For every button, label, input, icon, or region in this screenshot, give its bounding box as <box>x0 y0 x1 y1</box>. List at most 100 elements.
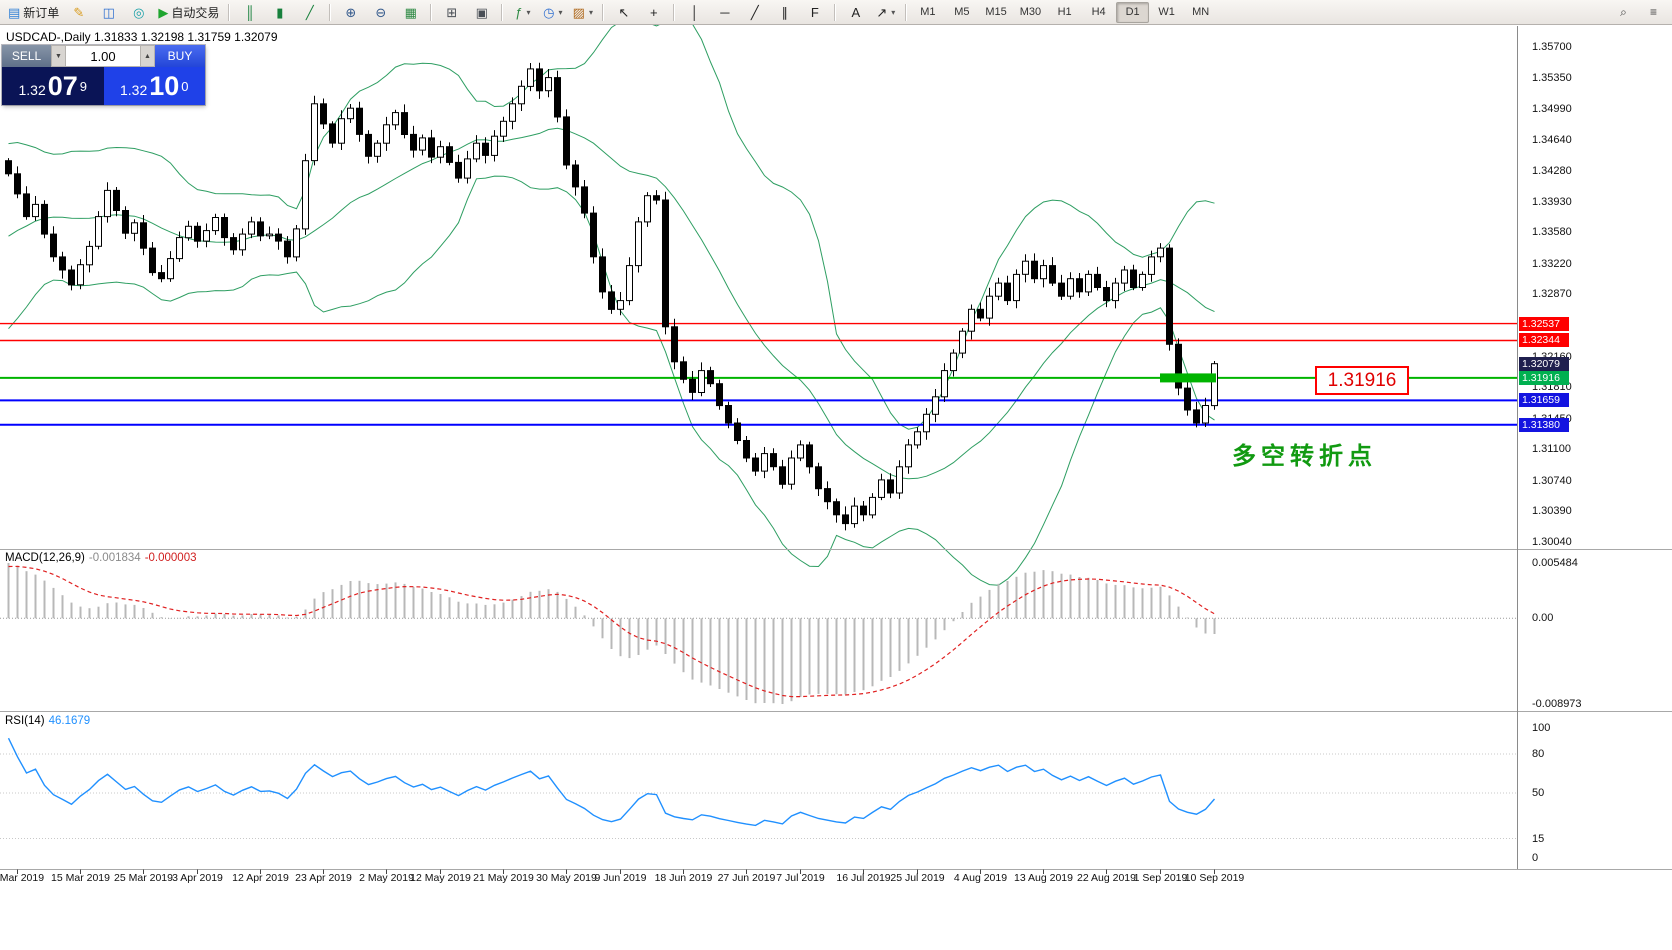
sell-button[interactable]: SELL <box>2 45 51 67</box>
macd-signal-line <box>8 565 1215 698</box>
timeframe-D1[interactable]: D1 <box>1116 1 1150 23</box>
quick-search-button[interactable]: ⌕ <box>1620 4 1627 19</box>
horizontal-line-button[interactable]: ─ <box>710 1 739 24</box>
vertical-line-icon: │ <box>690 4 699 20</box>
crosshair-icon: + <box>650 4 658 20</box>
zoom-in-icon: ⊕ <box>345 4 357 20</box>
strategy-tester-button[interactable]: ◎ <box>124 1 153 24</box>
line-chart-button[interactable]: ╱ <box>295 1 324 24</box>
timeframe-M1[interactable]: M1 <box>920 6 936 18</box>
level-lines[interactable] <box>0 322 1517 426</box>
timeframe-MN[interactable]: MN <box>1192 6 1210 18</box>
toolbar-more-button[interactable]: ≡ <box>1649 5 1657 19</box>
indicators-icon: ƒ <box>515 4 523 20</box>
timeframe-M30[interactable]: M30 <box>1019 6 1042 18</box>
macd-signal-value: -0.000003 <box>144 552 197 564</box>
data-window-button[interactable]: ◫ <box>94 1 123 24</box>
new-order-icon: ▤ <box>8 4 21 20</box>
buy-button[interactable]: BUY <box>155 45 205 67</box>
toolbar-divider <box>329 3 332 21</box>
cursor-button[interactable]: ↖ <box>609 1 638 24</box>
pivot-highlight-segment[interactable] <box>1160 373 1216 383</box>
timeframe-H1[interactable]: H1 <box>1057 6 1072 18</box>
volume-input[interactable] <box>66 45 140 67</box>
equidistant-channel-icon: ∥ <box>781 4 789 20</box>
indicators-button[interactable]: ƒ ▾ <box>508 1 537 24</box>
autotrading-button[interactable]: ▶ 自动交易 <box>154 1 223 24</box>
periods-icon: ◷ <box>543 4 555 20</box>
templates-icon: ▨ <box>572 4 585 20</box>
templates-button[interactable]: ▨ ▾ <box>568 1 597 24</box>
equidistant-channel-button[interactable]: ∥ <box>770 1 799 24</box>
cascade-windows-icon: ▣ <box>475 4 488 20</box>
volume-increase-button[interactable]: ▲ <box>140 45 155 67</box>
toolbar-divider <box>673 3 676 21</box>
grid-button[interactable]: ▦ <box>396 1 425 24</box>
zoom-in-button[interactable]: ⊕ <box>336 1 365 24</box>
rsi-plot <box>0 737 1517 839</box>
sell-price-prefix: 1.32 <box>18 81 46 98</box>
cascade-windows-button[interactable]: ▣ <box>467 1 496 24</box>
timeframe-M5[interactable]: M5 <box>954 6 970 18</box>
zoom-out-button[interactable]: ⊖ <box>366 1 395 24</box>
toolbar-divider <box>834 3 837 21</box>
indicators-caret-icon[interactable]: ▾ <box>526 7 531 17</box>
arrow-objects-caret-icon[interactable]: ▾ <box>891 7 896 17</box>
rsi-value: 46.1679 <box>48 715 91 727</box>
candlestick-chart-icon: ▮ <box>276 4 284 20</box>
timeframe-M15[interactable]: M15 <box>985 6 1007 18</box>
bb-middle <box>8 127 1215 480</box>
timeframe-H4[interactable]: H4 <box>1091 6 1106 18</box>
buy-price-point: 0 <box>181 78 189 94</box>
rsi-label: RSI(14) 46.1679 <box>5 715 90 727</box>
tile-windows-icon: ⊞ <box>446 4 458 20</box>
new-order-label: 新订单 <box>23 5 60 20</box>
pivot-annotation[interactable]: 多空转折点 <box>1232 443 1377 470</box>
trendline-button[interactable]: ╱ <box>740 1 769 24</box>
toolbar-divider <box>501 3 504 21</box>
arrow-objects-button[interactable]: ↗ ▾ <box>871 1 900 24</box>
vertical-line-button[interactable]: │ <box>680 1 709 24</box>
horizontal-line-icon: ─ <box>720 4 730 20</box>
fibonacci-retracement-icon: F <box>810 4 819 20</box>
bar-chart-button[interactable]: ║ <box>235 1 264 24</box>
templates-caret-icon[interactable]: ▾ <box>588 7 593 17</box>
bar-chart-icon: ║ <box>245 4 255 20</box>
trade-panel-price-row: 1.32 07 9 1.32 10 0 <box>2 67 205 105</box>
data-window-icon: ◫ <box>102 4 115 20</box>
toolbar: ▤ 新订单 ✎ ◫ ◎ ▶ 自动交易 ║ ▮ ╱ ⊕ ⊖ ▦ ⊞ ▣ ƒ ▾ ◷ ▾ ▨ ▾ ↖ + │ ─ ╱ ∥ F A ↗ ▾ M1 M… <box>0 0 1672 25</box>
toolbar-divider <box>602 3 605 21</box>
candlestick-chart-button[interactable]: ▮ <box>265 1 294 24</box>
chart-title: USDCAD-,Daily 1.31833 1.32198 1.31759 1.… <box>6 30 278 44</box>
bb-upper <box>8 17 1215 430</box>
toolbar-divider <box>228 3 231 21</box>
sell-price-tile[interactable]: 1.32 07 9 <box>2 67 104 105</box>
timeframe-W1[interactable]: W1 <box>1158 6 1175 18</box>
volume-decrease-button[interactable]: ▼ <box>51 45 66 67</box>
sell-price-pips: 07 <box>47 70 78 101</box>
autotrading-label: 自动交易 <box>171 5 220 20</box>
metaeditor-button[interactable]: ✎ <box>64 1 93 24</box>
crosshair-button[interactable]: + <box>639 1 668 24</box>
rsi-name: RSI(14) <box>5 715 45 727</box>
tile-windows-button[interactable]: ⊞ <box>437 1 466 24</box>
trendline-icon: ╱ <box>750 4 759 20</box>
macd-label: MACD(12,26,9) -0.001834 -0.000003 <box>5 552 196 564</box>
rsi-line <box>7 737 1216 827</box>
grid-icon: ▦ <box>404 4 417 20</box>
buy-price-tile[interactable]: 1.32 10 0 <box>103 67 205 105</box>
text-label-icon: A <box>851 4 861 20</box>
arrow-objects-icon: ↗ <box>876 4 888 20</box>
trade-panel-header-row: SELL ▼ ▲ BUY <box>2 45 205 67</box>
fibonacci-retracement-button[interactable]: F <box>800 1 829 24</box>
periods-caret-icon[interactable]: ▾ <box>558 7 563 17</box>
toolbar-divider <box>905 3 908 21</box>
periods-button[interactable]: ◷ ▾ <box>538 1 567 24</box>
toolbar-divider <box>430 3 433 21</box>
text-label-button[interactable]: A <box>841 1 870 24</box>
new-order-button[interactable]: ▤ 新订单 <box>4 1 63 24</box>
macd-main-value: -0.001834 <box>88 552 141 564</box>
pivot-price-callout[interactable]: 1.31916 <box>1315 366 1409 395</box>
sell-price-point: 9 <box>79 78 88 94</box>
